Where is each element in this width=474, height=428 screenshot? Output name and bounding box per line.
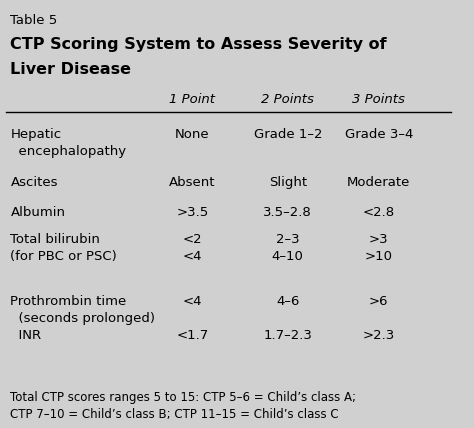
Text: Albumin: Albumin <box>10 205 65 219</box>
Text: Grade 1–2: Grade 1–2 <box>254 128 322 142</box>
Text: 3 Points: 3 Points <box>352 93 405 106</box>
Text: >3
>10: >3 >10 <box>365 233 392 263</box>
Text: 2 Points: 2 Points <box>261 93 314 106</box>
Text: 2–3
4–10: 2–3 4–10 <box>272 233 304 263</box>
Text: <2.8: <2.8 <box>363 205 395 219</box>
Text: Total bilirubin
(for PBC or PSC): Total bilirubin (for PBC or PSC) <box>10 233 117 263</box>
Text: 1 Point: 1 Point <box>169 93 215 106</box>
Text: <4

<1.7: <4 <1.7 <box>176 295 209 342</box>
Text: 4–6

1.7–2.3: 4–6 1.7–2.3 <box>264 295 312 342</box>
Text: >6

>2.3: >6 >2.3 <box>363 295 395 342</box>
Text: Moderate: Moderate <box>347 176 410 189</box>
Text: Hepatic
  encephalopathy: Hepatic encephalopathy <box>10 128 127 158</box>
Text: Table 5: Table 5 <box>10 14 58 27</box>
Text: Ascites: Ascites <box>10 176 58 189</box>
Text: None: None <box>175 128 210 142</box>
Text: Absent: Absent <box>169 176 216 189</box>
Text: <2
<4: <2 <4 <box>182 233 202 263</box>
Text: Liver Disease: Liver Disease <box>10 62 131 77</box>
Text: Grade 3–4: Grade 3–4 <box>345 128 413 142</box>
Text: 3.5–2.8: 3.5–2.8 <box>264 205 312 219</box>
Text: Total CTP scores ranges 5 to 15: CTP 5–6 = Child’s class A;
CTP 7–10 = Child’s c: Total CTP scores ranges 5 to 15: CTP 5–6… <box>10 391 356 421</box>
Text: >3.5: >3.5 <box>176 205 209 219</box>
Text: Prothrombin time
  (seconds prolonged)
  INR: Prothrombin time (seconds prolonged) INR <box>10 295 155 342</box>
Text: CTP Scoring System to Assess Severity of: CTP Scoring System to Assess Severity of <box>10 37 387 52</box>
Text: Slight: Slight <box>269 176 307 189</box>
